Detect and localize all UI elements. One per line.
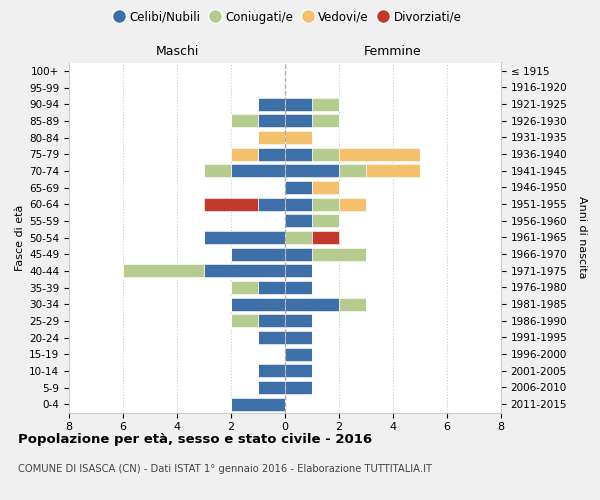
Bar bbox=[258, 281, 285, 294]
Bar bbox=[231, 298, 285, 310]
Bar bbox=[231, 314, 258, 328]
Bar bbox=[312, 214, 339, 228]
Bar bbox=[204, 264, 285, 278]
Bar bbox=[312, 231, 339, 244]
Legend: Celibi/Nubili, Coniugati/e, Vedovi/e, Divorziati/e: Celibi/Nubili, Coniugati/e, Vedovi/e, Di… bbox=[110, 6, 466, 28]
Bar bbox=[312, 148, 339, 160]
Bar bbox=[231, 398, 285, 410]
Bar bbox=[285, 298, 339, 310]
Bar bbox=[204, 231, 285, 244]
Text: Maschi: Maschi bbox=[155, 44, 199, 58]
Bar bbox=[204, 164, 231, 177]
Bar bbox=[285, 181, 312, 194]
Bar bbox=[312, 114, 339, 128]
Bar bbox=[258, 148, 285, 160]
Bar bbox=[285, 131, 312, 144]
Bar bbox=[258, 114, 285, 128]
Bar bbox=[312, 248, 366, 260]
Bar bbox=[312, 98, 339, 110]
Bar bbox=[285, 314, 312, 328]
Bar bbox=[258, 98, 285, 110]
Text: Femmine: Femmine bbox=[364, 44, 422, 58]
Bar bbox=[231, 148, 258, 160]
Bar bbox=[231, 248, 285, 260]
Y-axis label: Anni di nascita: Anni di nascita bbox=[577, 196, 587, 278]
Bar bbox=[285, 364, 312, 378]
Bar bbox=[258, 198, 285, 210]
Bar bbox=[285, 198, 312, 210]
Bar bbox=[231, 114, 258, 128]
Bar bbox=[339, 198, 366, 210]
Bar bbox=[258, 331, 285, 344]
Y-axis label: Fasce di età: Fasce di età bbox=[15, 204, 25, 270]
Bar bbox=[285, 231, 312, 244]
Bar bbox=[312, 181, 339, 194]
Bar bbox=[123, 264, 204, 278]
Bar bbox=[231, 164, 285, 177]
Bar bbox=[258, 364, 285, 378]
Bar bbox=[285, 98, 312, 110]
Bar bbox=[285, 331, 312, 344]
Bar bbox=[285, 264, 312, 278]
Bar bbox=[339, 164, 366, 177]
Bar bbox=[204, 198, 258, 210]
Text: Popolazione per età, sesso e stato civile - 2016: Popolazione per età, sesso e stato civil… bbox=[18, 432, 372, 446]
Bar bbox=[285, 164, 339, 177]
Bar bbox=[285, 214, 312, 228]
Bar bbox=[339, 298, 366, 310]
Bar bbox=[285, 381, 312, 394]
Bar bbox=[258, 381, 285, 394]
Bar bbox=[258, 314, 285, 328]
Bar bbox=[285, 114, 312, 128]
Bar bbox=[312, 198, 339, 210]
Bar bbox=[231, 281, 258, 294]
Bar bbox=[258, 131, 285, 144]
Bar bbox=[285, 281, 312, 294]
Bar bbox=[285, 248, 312, 260]
Bar bbox=[285, 148, 312, 160]
Text: COMUNE DI ISASCA (CN) - Dati ISTAT 1° gennaio 2016 - Elaborazione TUTTITALIA.IT: COMUNE DI ISASCA (CN) - Dati ISTAT 1° ge… bbox=[18, 464, 432, 474]
Bar bbox=[339, 148, 420, 160]
Bar bbox=[285, 348, 312, 360]
Bar bbox=[366, 164, 420, 177]
